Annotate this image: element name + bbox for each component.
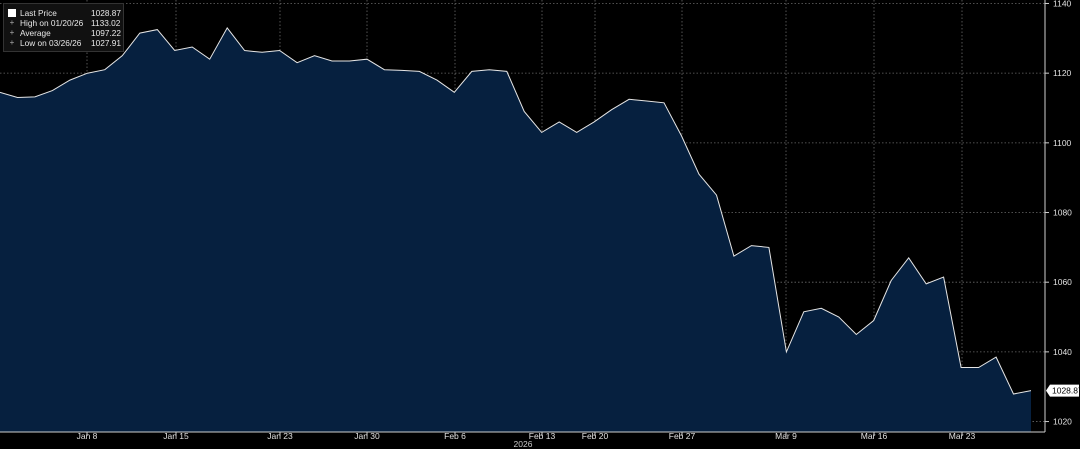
y-tick-label: 1140	[1053, 0, 1072, 8]
y-tick-label: 1120	[1053, 68, 1072, 78]
legend-label: High on 01/20/26	[20, 18, 84, 28]
x-tick-label: Mar 23	[949, 431, 976, 441]
legend-label: Average	[20, 28, 51, 38]
legend: Last Price 1028.87 + High on 01/20/26 11…	[3, 3, 124, 52]
price-line	[0, 26, 1032, 395]
x-tick-label: Feb 13	[529, 431, 556, 441]
x-tick-label: Mar 16	[861, 431, 888, 441]
last-price-tag-box	[1046, 384, 1079, 397]
legend-value: 1027.91	[91, 38, 121, 48]
x-tick-label: Jan 15	[163, 431, 189, 441]
x-axis-year-label: 2026	[514, 439, 533, 449]
y-tick-label: 1040	[1053, 347, 1072, 357]
y-tick-label: 1100	[1053, 138, 1072, 148]
x-tick-label: Jan 23	[267, 431, 293, 441]
low-marker-icon: +	[9, 38, 15, 47]
x-tick-label: Feb 6	[444, 431, 466, 441]
last-price-tag: 1028.87	[1046, 384, 1080, 397]
x-tick-label: Feb 20	[582, 431, 609, 441]
legend-item-low: + Low on 03/26/26 1027.91	[4, 38, 123, 48]
legend-item-last-price: Last Price 1028.87	[4, 8, 123, 18]
y-tick-label: 1060	[1053, 277, 1072, 287]
average-marker-icon: +	[9, 28, 15, 37]
y-tick-label: 1080	[1053, 208, 1072, 218]
legend-item-average: + Average 1097.22	[4, 28, 123, 38]
legend-label: Last Price	[20, 8, 57, 18]
price-area	[0, 27, 1031, 433]
y-tick-label: 1020	[1053, 417, 1072, 427]
legend-value: 1097.22	[91, 28, 121, 38]
legend-value: 1028.87	[91, 8, 121, 18]
x-tick-label: Mar 9	[775, 431, 797, 441]
x-axis-ticks: Jan 8 Jan 15 Jan 23 Jan 30 Feb 6 Feb 13 Feb 20…	[77, 431, 976, 441]
x-tick-label: Jan 8	[77, 431, 98, 441]
legend-item-high: + High on 01/20/26 1133.02	[4, 18, 123, 28]
high-marker-icon: +	[9, 18, 15, 27]
y-axis-ticks: 1020 1040 1060 1080 1100 1120 1140	[1045, 0, 1072, 427]
x-tick-label: Jan 30	[354, 431, 380, 441]
box-icon	[8, 9, 16, 17]
last-price-tag-value: 1028.87	[1052, 386, 1080, 396]
x-tick-label: Feb 27	[669, 431, 696, 441]
legend-value: 1133.02	[91, 18, 121, 28]
legend-label: Low on 03/26/26	[20, 38, 82, 48]
